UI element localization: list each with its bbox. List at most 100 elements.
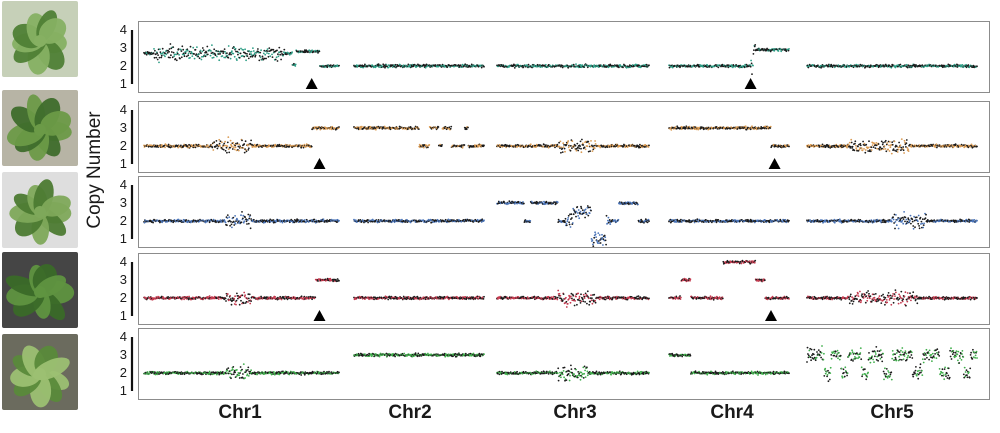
data-point [422,145,425,148]
data-point [566,142,569,145]
data-point [572,213,575,216]
data-point [884,148,887,150]
data-point [889,146,892,149]
data-point [874,147,877,149]
data-point [238,143,241,146]
data-point [196,46,198,48]
data-point [223,48,226,50]
data-point [899,144,902,147]
data-point [881,143,884,146]
data-point [165,53,168,56]
data-point [884,139,887,142]
data-point [267,146,269,148]
data-point [752,53,755,55]
data-point [882,218,885,221]
data-point [597,242,599,244]
data-point [216,147,219,150]
data-point [247,57,250,60]
data-point [961,64,964,66]
data-point [178,54,180,56]
series-plant-3-chr1 [143,211,340,230]
data-point [639,143,641,146]
data-point [904,141,906,144]
data-point [417,128,420,130]
data-point [415,219,417,222]
data-point [568,223,571,226]
data-point [556,201,559,204]
data-point [603,239,606,242]
data-point [899,63,902,66]
data-point [234,146,237,149]
data-point [248,215,251,218]
data-point [877,143,880,145]
data-point [226,52,228,54]
data-point [174,58,177,60]
data-point [378,66,380,68]
data-point [231,47,234,49]
y-tick-label: 4 [120,22,127,37]
data-point [753,45,756,48]
plant-photo-4 [2,252,78,328]
data-point [674,126,677,129]
data-point [229,52,231,54]
data-point [902,149,905,152]
data-point [234,144,236,147]
data-point [582,144,585,146]
data-point [229,139,232,142]
data-point [470,63,473,66]
data-point [375,219,378,222]
data-point [318,50,321,53]
data-point [450,125,453,128]
data-point [180,56,183,59]
data-point [904,143,907,146]
data-point [483,65,485,68]
data-point [169,146,172,149]
series-plant-2-chr5 [806,138,978,155]
data-point [861,149,864,152]
data-point [210,144,213,146]
data-point [584,148,587,151]
data-point [967,64,970,66]
data-point [443,64,445,67]
data-point [206,45,209,48]
data-point [625,66,628,69]
data-point [522,66,525,68]
data-point [848,145,851,148]
data-point [279,53,282,56]
data-point [898,141,900,144]
data-point [444,218,447,221]
data-point [561,147,564,150]
data-point [777,50,780,52]
data-point [587,140,590,143]
data-point [717,66,720,69]
data-point [247,144,249,147]
data-point [201,47,204,49]
data-point [160,144,163,146]
data-point [846,145,849,147]
data-point [249,143,252,145]
series-plant-3-chr3 [496,200,650,247]
data-point [329,128,331,130]
data-point [588,142,591,145]
data-point [554,146,556,149]
data-point [895,145,898,148]
data-point [357,128,360,131]
data-point [465,65,468,68]
data-point [833,66,836,69]
data-point [680,221,683,223]
data-point [250,53,252,55]
data-point [264,53,267,56]
data-point [566,218,569,221]
y-tick-label: 1 [120,156,127,171]
data-point [221,141,223,144]
data-point [895,214,897,216]
data-point [895,224,898,227]
data-point [199,51,201,53]
data-point [580,147,582,150]
data-point [856,149,858,152]
data-point [763,221,765,223]
data-point [277,53,279,56]
data-point [648,220,650,222]
data-point [261,55,264,58]
data-point [252,47,254,49]
